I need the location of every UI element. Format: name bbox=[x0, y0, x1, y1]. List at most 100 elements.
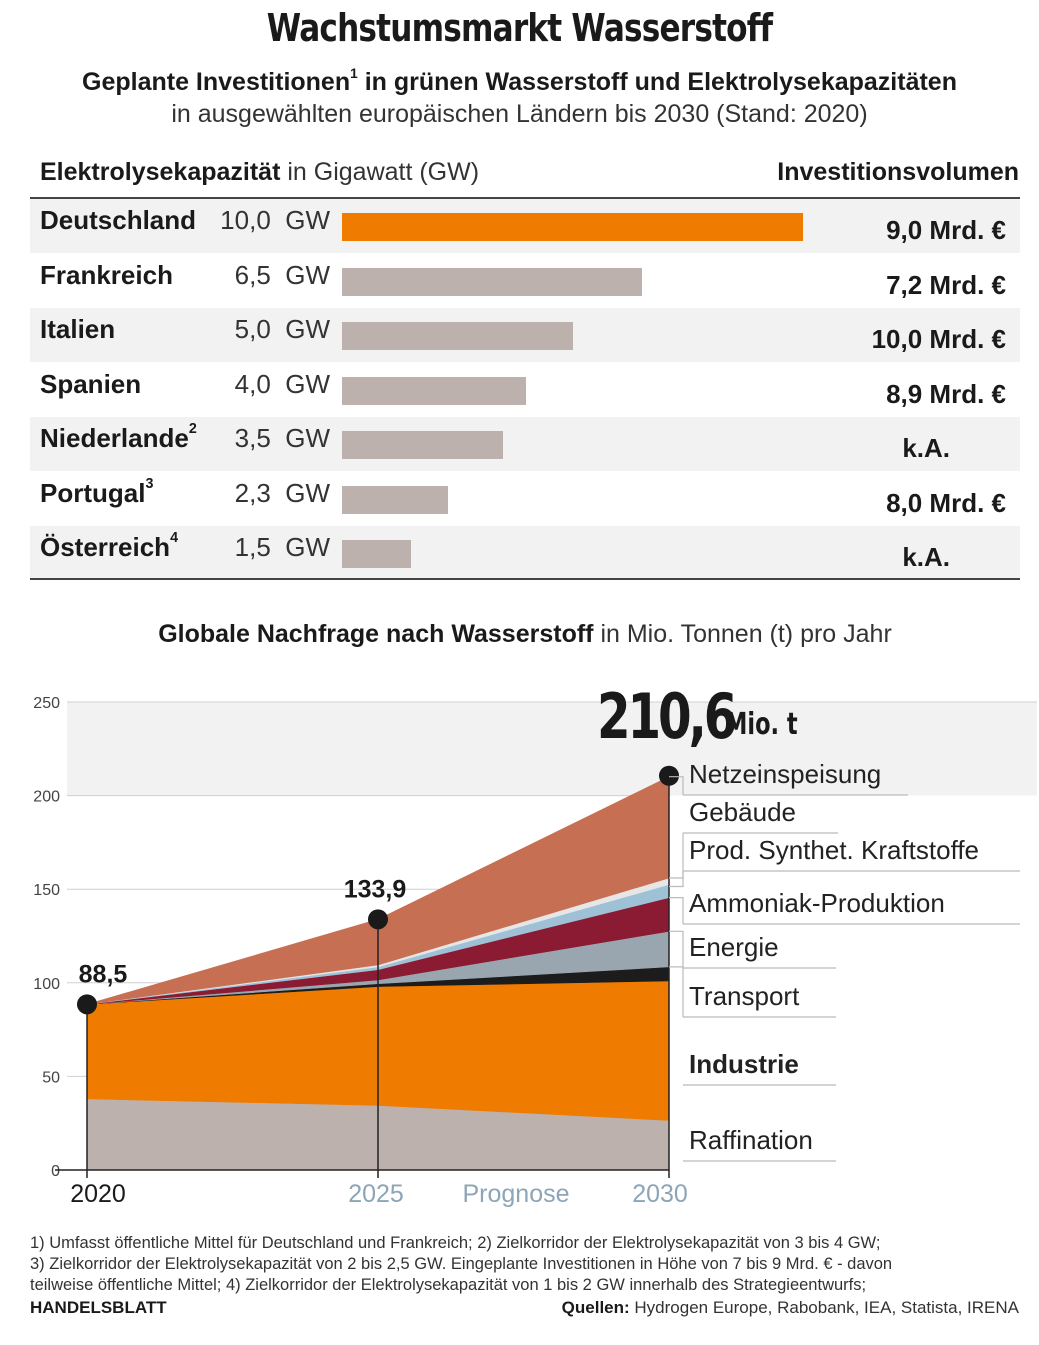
label-connector bbox=[669, 833, 684, 879]
footnote-mark: 3 bbox=[145, 475, 154, 492]
x-tick-label: 2025 bbox=[348, 1180, 404, 1208]
capacity-bar bbox=[342, 322, 573, 350]
hydrogen-demand-area-chart: 0 50 100 150 200 250 2020 2025 Prognose 2030 88,5 1… bbox=[33, 681, 1037, 1208]
footnote-line-1: 1) Umfasst öffentliche Mittel für Deutsc… bbox=[30, 1234, 881, 1252]
capacity-value: 3,5 GW bbox=[234, 423, 330, 453]
series-label: Prod. Synthet. Kraftstoffe bbox=[689, 835, 979, 865]
investment-column-header: Investitionsvolumen bbox=[777, 158, 1019, 186]
table-top-rule bbox=[30, 197, 1020, 199]
subtitle: Geplante Investitionen1 in grünen Wasser… bbox=[0, 66, 1039, 97]
series-label: Ammoniak-Produktion bbox=[689, 888, 945, 918]
capacity-header-unit: in Gigawatt (GW) bbox=[280, 158, 480, 186]
investment-value: 9,0 Mrd. € bbox=[886, 215, 1006, 245]
series-label: Industrie bbox=[689, 1049, 799, 1079]
country-label: Frankreich bbox=[40, 259, 173, 290]
label-connector bbox=[669, 776, 684, 795]
y-tick-label: 200 bbox=[33, 789, 60, 806]
series-label: Netzeinspeisung bbox=[689, 759, 881, 789]
footnote-mark: 4 bbox=[170, 530, 179, 546]
country-name: Frankreich bbox=[40, 260, 173, 291]
sources-label: Quellen: bbox=[561, 1298, 630, 1317]
country-name: Niederlande2 bbox=[40, 421, 197, 454]
chart-title-suffix: in Mio. Tonnen (t) pro Jahr bbox=[593, 620, 892, 648]
total-point bbox=[77, 994, 97, 1015]
forecast-label: Prognose bbox=[462, 1180, 569, 1208]
capacity-bar bbox=[342, 485, 449, 514]
investment-value: 7,2 Mrd. € bbox=[886, 269, 1006, 300]
series-label: Energie bbox=[689, 932, 779, 962]
country-row: Deutschland 10,0 GW 9,0 Mrd. € bbox=[30, 199, 1020, 253]
subtitle-main: Geplante Investitionen bbox=[82, 68, 351, 96]
y-tick-label: 100 bbox=[33, 976, 60, 993]
page-title: Wachstumsmarkt Wasserstoff bbox=[266, 6, 773, 50]
country-name: Deutschland bbox=[40, 205, 196, 236]
chart-title: Globale Nachfrage nach Wasserstoff in Mi… bbox=[0, 620, 1039, 649]
subtitle-line2: in ausgewählten europäischen Ländern bis… bbox=[171, 100, 868, 128]
footnote-mark: 2 bbox=[188, 421, 197, 437]
subtitle-rest: in grünen Wasserstoff und Elektrolysekap… bbox=[357, 68, 957, 96]
country-label: Portugal bbox=[40, 477, 146, 508]
investment-value: 8,9 Mrd. € bbox=[886, 378, 1006, 409]
country-name: Österreich4 bbox=[40, 530, 179, 563]
big-total-label: 210,6 bbox=[597, 681, 735, 753]
label-connector bbox=[669, 897, 684, 924]
capacity-column-header: Elektrolysekapazität in Gigawatt (GW) bbox=[40, 158, 479, 187]
chart-background-band bbox=[67, 702, 1037, 796]
country-row: Portugal3 2,3 GW 8,0 Mrd. € bbox=[30, 472, 1020, 526]
capacity-value: 1,5 GW bbox=[234, 532, 330, 562]
label-connector bbox=[669, 966, 684, 1017]
chart-title-main: Globale Nachfrage nach Wasserstoff bbox=[158, 620, 594, 648]
table-header: Elektrolysekapazität in Gigawatt (GW) In… bbox=[40, 158, 1019, 192]
capacity-value: 5,0 GW bbox=[234, 314, 330, 344]
x-tick-label: 2020 bbox=[70, 1180, 126, 1208]
sources-list: Hydrogen Europe, Rabobank, IEA, Statista… bbox=[629, 1298, 1019, 1317]
capacity-bar bbox=[342, 431, 504, 459]
country-name: Italien bbox=[40, 314, 115, 345]
country-label: Spanien bbox=[40, 368, 142, 399]
y-tick-label: 50 bbox=[42, 1069, 60, 1086]
capacity-header-bold: Elektrolysekapazität bbox=[40, 158, 281, 186]
capacity-bar bbox=[342, 376, 527, 405]
capacity-bar bbox=[342, 540, 412, 568]
investment-value: 8,0 Mrd. € bbox=[886, 487, 1006, 518]
series-label: Transport bbox=[689, 981, 800, 1011]
total-label: 88,5 bbox=[79, 960, 128, 988]
country-row: Frankreich 6,5 GW 7,2 Mrd. € bbox=[30, 254, 1020, 308]
y-tick-label: 250 bbox=[33, 695, 60, 712]
series-label: Gebäude bbox=[689, 797, 796, 827]
country-row: Italien 5,0 GW 10,0 Mrd. € bbox=[30, 308, 1020, 362]
y-tick-label: 0 bbox=[51, 1163, 60, 1180]
y-tick-label: 150 bbox=[33, 882, 60, 899]
investment-value: k.A. bbox=[902, 433, 950, 463]
footnote-mark: 1 bbox=[350, 66, 358, 81]
country-row: Niederlande2 3,5 GW k.A. bbox=[30, 417, 1020, 471]
country-name: Portugal3 bbox=[40, 475, 154, 509]
label-connector bbox=[669, 871, 684, 888]
publisher-brand: HANDELSBLATT bbox=[30, 1298, 167, 1317]
country-label: Österreich bbox=[40, 532, 171, 562]
investment-value: k.A. bbox=[902, 542, 950, 572]
capacity-value: 10,0 GW bbox=[220, 205, 330, 235]
capacity-value: 6,5 GW bbox=[234, 259, 330, 290]
country-name: Spanien bbox=[40, 369, 141, 400]
country-label: Deutschland bbox=[40, 205, 197, 235]
investment-value: 10,0 Mrd. € bbox=[871, 324, 1006, 354]
big-total-unit: Mio. t bbox=[725, 707, 798, 742]
country-label: Niederlande bbox=[40, 423, 189, 453]
total-point bbox=[368, 909, 388, 930]
total-point bbox=[659, 765, 679, 786]
country-label: Italien bbox=[40, 314, 116, 344]
x-tick-label: 2030 bbox=[632, 1180, 688, 1208]
table-bottom-rule bbox=[30, 578, 1020, 580]
capacity-value: 2,3 GW bbox=[234, 477, 330, 508]
capacity-value: 4,0 GW bbox=[234, 368, 330, 399]
capacity-bar bbox=[342, 213, 803, 241]
country-row: Spanien 4,0 GW 8,9 Mrd. € bbox=[30, 363, 1020, 417]
series-label: Raffination bbox=[689, 1125, 813, 1155]
footnote-line-2: 3) Zielkorridor der Elektrolysekapazität… bbox=[30, 1255, 893, 1273]
capacity-bar bbox=[342, 267, 642, 296]
label-connector bbox=[669, 930, 684, 968]
total-label: 133,9 bbox=[344, 875, 407, 903]
footnote-line-3: teilweise öffentliche Mittel; 4) Zielkor… bbox=[30, 1276, 867, 1294]
sources: Quellen: Hydrogen Europe, Rabobank, IEA,… bbox=[562, 1298, 1019, 1318]
